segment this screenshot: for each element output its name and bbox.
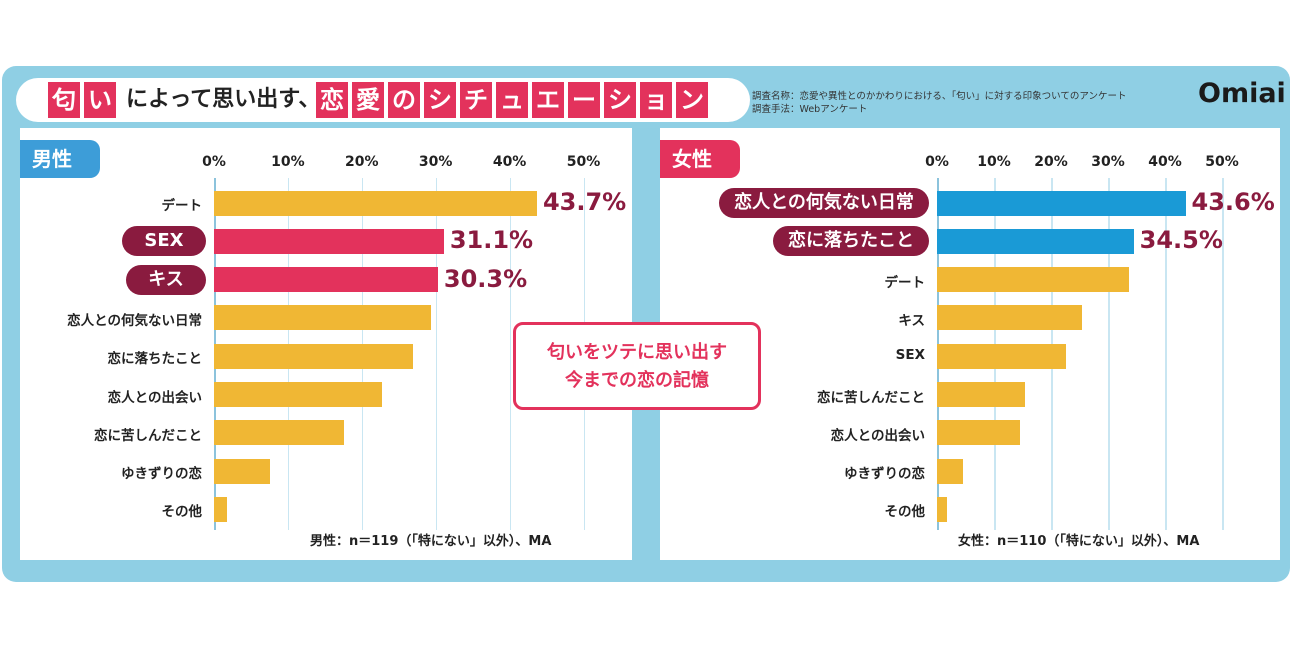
bar: [214, 420, 345, 446]
title-char: 恋: [316, 82, 348, 118]
bar: [937, 420, 1020, 446]
x-tick-label: 0%: [202, 154, 226, 170]
category-label: キス: [126, 264, 206, 295]
bar: [214, 496, 227, 522]
category-label: 恋に落ちたこと: [773, 226, 929, 257]
bar: [937, 267, 1129, 293]
x-tick-label: 40%: [492, 154, 527, 170]
category-label: SEX: [895, 347, 925, 364]
title-char: 匂: [48, 82, 80, 118]
omiai-logo: Omiai: [1198, 78, 1286, 109]
category-label: SEX: [122, 226, 206, 257]
category-label: キス: [898, 312, 925, 329]
title-char: ュ: [496, 82, 528, 118]
bar: [214, 458, 271, 484]
x-tick-label: 40%: [1148, 154, 1182, 170]
category-label: その他: [161, 504, 203, 521]
title-char: エ: [532, 82, 564, 118]
bar: [937, 382, 1026, 407]
category-label: その他: [884, 504, 926, 521]
title-char: い: [84, 82, 116, 118]
male-sample-note: 男性：n＝119（「特にない」以外）、MA: [310, 534, 552, 549]
x-tick-label: 10%: [271, 154, 305, 170]
bar: [214, 228, 444, 254]
title-char: シ: [604, 82, 636, 118]
title-char: ョ: [640, 82, 672, 118]
category-label: 恋人との何気ない日常: [719, 188, 929, 218]
title-text: によって思い出す、: [126, 87, 321, 112]
bar: [937, 458, 963, 484]
category-label: 恋人との何気ない日常: [67, 312, 202, 329]
bar: [214, 305, 432, 331]
category-label: デート: [884, 274, 926, 291]
category-label: ゆきずりの恋: [844, 466, 925, 483]
value-label: 34.5%: [1139, 226, 1223, 255]
value-label: 43.7%: [542, 188, 627, 216]
category-label: 恋に苦しんだこと: [817, 389, 925, 406]
x-tick-label: 50%: [566, 154, 601, 170]
x-tick-label: 20%: [345, 154, 379, 170]
value-label: 43.6%: [1191, 188, 1275, 216]
category-label: 恋人との出会い: [830, 427, 925, 444]
x-tick-label: 30%: [418, 154, 453, 170]
survey-name: 調査名称：恋愛や異性とのかかわりにおける、「匂い」に対する印象ついてのアンケート: [752, 91, 1127, 102]
bar: [214, 343, 413, 369]
value-label: 30.3%: [443, 264, 528, 293]
value-label: 31.1%: [449, 226, 534, 255]
x-tick-label: 0%: [925, 154, 949, 170]
title-char: ー: [568, 82, 600, 118]
x-tick-label: 20%: [1034, 154, 1068, 170]
gridline: [1165, 178, 1167, 530]
bar: [937, 343, 1067, 369]
title-char: 愛: [352, 82, 384, 118]
callout-box: 匂いをツテに思い出す 今までの恋の記憶: [513, 322, 761, 410]
gridline: [1222, 178, 1224, 530]
bar: [937, 228, 1134, 254]
bar: [937, 305, 1083, 331]
title-char: ン: [676, 82, 708, 118]
gridline: [435, 178, 438, 530]
bar: [214, 267, 438, 293]
male-label: 男性: [20, 140, 100, 178]
title-char: の: [388, 82, 420, 118]
bar: [937, 190, 1186, 216]
bar: [214, 382, 382, 407]
category-label: 恋人との出会い: [107, 389, 202, 406]
x-tick-label: 30%: [1091, 154, 1125, 170]
x-tick-label: 10%: [977, 154, 1011, 170]
category-label: ゆきずりの恋: [121, 466, 202, 483]
category-label: 恋に苦しんだこと: [94, 427, 202, 444]
gridline: [1108, 178, 1110, 530]
title-char: シ: [424, 82, 456, 118]
survey-method: 調査手法：Webアンケート: [752, 104, 868, 115]
title-char: チ: [460, 82, 492, 118]
category-label: デート: [161, 198, 203, 214]
gridline: [509, 178, 512, 530]
x-tick-label: 50%: [1205, 154, 1239, 170]
bar: [937, 496, 948, 522]
bar: [214, 190, 537, 216]
female-label: 女性: [660, 140, 740, 178]
callout-line-1: 匂いをツテに思い出す: [547, 342, 727, 363]
female-sample-note: 女性：n＝110（「特にない」以外）、MA: [958, 534, 1200, 549]
category-label: 恋に落ちたこと: [107, 351, 203, 368]
callout-line-2: 今までの恋の記憶: [565, 370, 709, 391]
